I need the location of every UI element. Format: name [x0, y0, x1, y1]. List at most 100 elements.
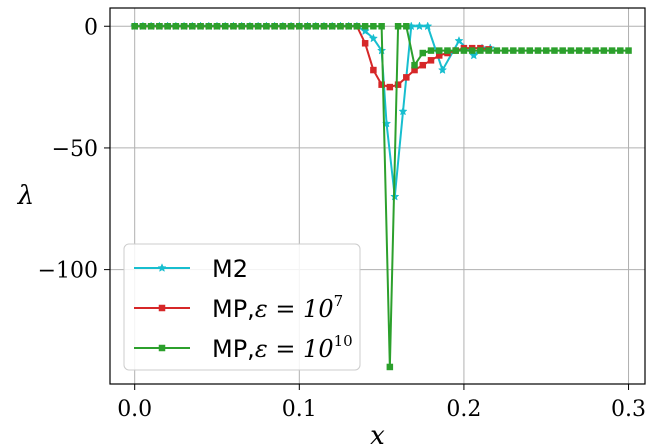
- data-point: [370, 23, 377, 30]
- legend-item: MP,ε = 1010: [134, 332, 353, 363]
- legend-marker: [157, 263, 167, 272]
- data-point: [526, 47, 534, 54]
- data-point: [361, 40, 369, 47]
- data-point: [493, 47, 501, 54]
- data-point: [213, 23, 221, 30]
- plot-frame: [109, 7, 646, 385]
- data-point: [468, 47, 476, 54]
- data-point: [435, 47, 443, 54]
- axis-ticks: 0.0 0.1 0.2 0.3 0 −50 −100: [38, 15, 646, 422]
- data-point: [411, 66, 418, 74]
- data-point: [131, 23, 138, 30]
- y-axis-label: λ: [17, 181, 34, 211]
- data-point: [575, 47, 583, 54]
- data-point: [312, 23, 320, 30]
- data-point: [398, 106, 408, 116]
- data-point: [345, 23, 352, 30]
- x-tick-label: 0.2: [446, 397, 481, 422]
- data-point: [172, 23, 180, 30]
- data-point: [460, 47, 468, 54]
- y-tick-label: −50: [52, 137, 98, 162]
- data-point: [263, 23, 270, 30]
- data-point: [444, 47, 451, 54]
- data-point: [419, 61, 427, 69]
- data-point: [551, 47, 558, 54]
- data-point: [403, 74, 410, 81]
- data-point: [197, 23, 204, 30]
- data-point: [419, 49, 427, 57]
- x-tick-label: 0.0: [117, 397, 152, 422]
- data-point: [230, 23, 237, 30]
- data-point: [337, 23, 344, 30]
- data-point: [477, 47, 484, 54]
- series-line: [134, 25, 489, 89]
- data-point: [454, 35, 464, 45]
- data-point: [304, 23, 311, 30]
- data-point: [617, 47, 624, 54]
- data-point: [147, 23, 155, 30]
- series-1: [131, 23, 492, 91]
- series-2: [131, 23, 632, 371]
- legend-item: M2: [134, 255, 248, 283]
- data-point: [180, 23, 188, 30]
- data-point: [625, 47, 632, 54]
- y-tick-label: 0: [84, 15, 98, 40]
- data-point: [403, 23, 410, 30]
- data-point: [238, 23, 245, 30]
- data-point: [567, 47, 575, 54]
- data-point: [378, 23, 385, 30]
- data-point: [287, 23, 295, 30]
- data-point: [501, 47, 509, 54]
- data-point: [485, 47, 492, 54]
- series-layer: [130, 21, 632, 371]
- data-point: [600, 47, 608, 54]
- data-point: [414, 21, 425, 31]
- data-point: [328, 23, 336, 30]
- data-point: [427, 47, 435, 54]
- data-point: [435, 52, 443, 59]
- data-point: [221, 23, 229, 30]
- x-tick-label: 0.3: [611, 397, 646, 422]
- data-point: [296, 23, 303, 30]
- data-point: [469, 50, 479, 60]
- data-point: [423, 21, 433, 31]
- data-point: [353, 23, 361, 30]
- data-point: [592, 47, 599, 54]
- data-point: [510, 47, 517, 54]
- data-point: [156, 23, 163, 30]
- data-point: [427, 57, 435, 64]
- data-point: [542, 47, 550, 54]
- legend-marker: [158, 304, 166, 312]
- legend-label: MP,ε = 107: [212, 292, 343, 323]
- data-point: [368, 33, 379, 43]
- data-point: [411, 61, 418, 69]
- data-point: [164, 23, 171, 30]
- legend: M2 MP,ε = 107 MP,ε = 1010: [123, 243, 361, 371]
- legend-box: [123, 243, 361, 371]
- data-point: [246, 23, 254, 30]
- data-point: [394, 81, 402, 88]
- data-point: [360, 26, 370, 36]
- data-point: [189, 23, 196, 30]
- data-point: [452, 47, 459, 54]
- data-point: [370, 66, 377, 74]
- x-axis-label: x: [370, 421, 385, 448]
- data-point: [378, 81, 385, 88]
- data-point: [559, 47, 566, 54]
- data-point: [386, 363, 394, 371]
- data-point: [320, 23, 328, 30]
- data-point: [139, 23, 147, 30]
- data-point: [205, 23, 213, 30]
- data-point: [534, 47, 542, 54]
- y-tick-label: −100: [38, 259, 98, 284]
- data-point: [361, 23, 369, 30]
- legend-item: MP,ε = 107: [134, 292, 343, 323]
- legend-marker: [158, 344, 166, 352]
- data-point: [437, 65, 448, 74]
- data-point: [518, 47, 525, 54]
- data-point: [254, 23, 262, 30]
- legend-label: M2: [212, 255, 248, 283]
- x-tick-label: 0.1: [282, 397, 317, 422]
- legend-label: MP,ε = 1010: [212, 332, 353, 363]
